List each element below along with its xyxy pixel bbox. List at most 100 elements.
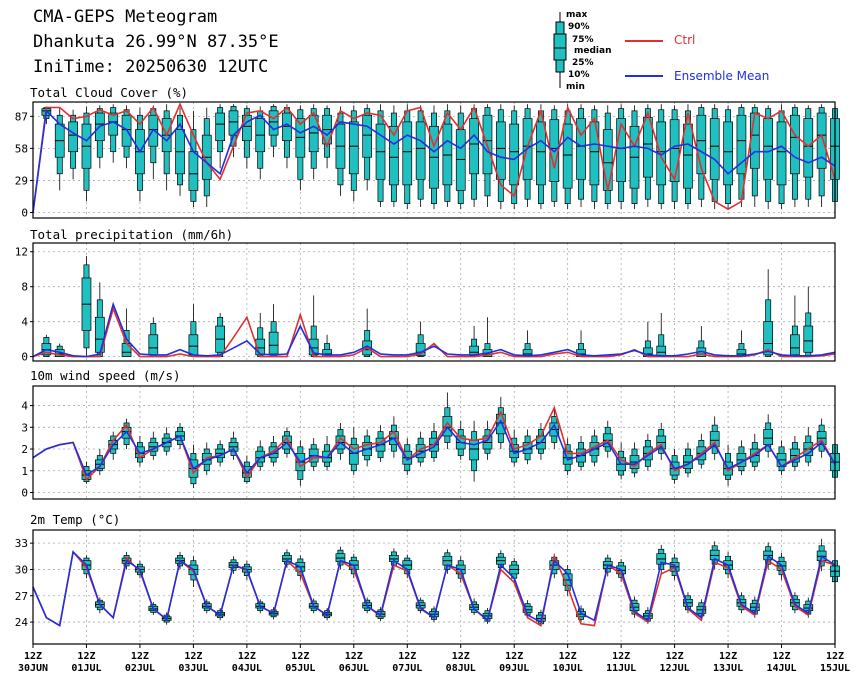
x-tick-hour: 12Z — [398, 651, 416, 662]
x-tick-hour: 12Z — [559, 651, 577, 662]
x-tick-date: 09JUL — [499, 663, 529, 674]
location-label: Dhankuta 26.99°N 87.35°E — [33, 32, 279, 52]
series-ctrl-line — [32, 102, 836, 213]
box-inner — [509, 123, 520, 186]
panel-title-cloud: Total Cloud Cover (%) — [30, 85, 189, 100]
y-tick-label: 24 — [15, 616, 29, 629]
box-inner — [402, 121, 413, 186]
x-tick-date: 07JUL — [392, 663, 422, 674]
x-tick-date: 05JUL — [285, 663, 315, 674]
x-tick-date: 03JUL — [178, 663, 208, 674]
x-tick-hour: 12Z — [77, 651, 95, 662]
box-inner — [776, 121, 787, 186]
y-tick-label: 12 — [15, 246, 28, 259]
box-inner — [242, 114, 252, 142]
legend-ctrl-label: Ctrl — [674, 33, 696, 47]
panel-frame — [32, 385, 836, 500]
box-inner — [348, 444, 359, 465]
x-tick-hour: 12Z — [612, 651, 630, 662]
x-tick-hour: 12Z — [184, 651, 202, 662]
y-tick-label: 30 — [15, 563, 28, 576]
x-tick-date: 08JUL — [446, 663, 476, 674]
x-tick-hour: 12Z — [773, 651, 791, 662]
legend-box-icon — [553, 12, 567, 88]
legend-p90: 90% — [568, 22, 590, 32]
box-inner — [803, 325, 814, 353]
x-tick-hour: 12Z — [666, 651, 684, 662]
box-inner — [389, 125, 399, 186]
box-inner — [362, 114, 373, 158]
box-inner — [709, 431, 720, 448]
x-tick-hour: 12Z — [24, 651, 42, 662]
panel-frame — [32, 529, 836, 645]
meteogram-title: CMA-GEPS Meteogram — [33, 7, 218, 27]
box-inner — [348, 121, 359, 175]
legend-p25: 25% — [572, 58, 594, 68]
x-tick-date: 30JUN — [18, 663, 48, 674]
x-tick-hour: 12Z — [238, 651, 256, 662]
box-inner — [736, 114, 747, 175]
panel-frame — [32, 242, 836, 362]
y-tick-label: 33 — [15, 537, 28, 550]
x-tick-hour: 12Z — [719, 651, 737, 662]
box-inner — [763, 321, 774, 356]
box-inner — [268, 331, 279, 355]
box-inner — [415, 121, 426, 180]
x-tick-date: 15JUL — [820, 663, 850, 674]
box-inner — [188, 151, 199, 191]
legend-p10: 10% — [568, 70, 590, 80]
series-mean-line — [32, 550, 836, 627]
legend-min: min — [566, 82, 585, 92]
box-inner — [683, 123, 693, 189]
legend-mean-label: Ensemble Mean — [674, 69, 770, 83]
y-tick-label: 87 — [15, 110, 28, 123]
box-inner — [816, 112, 827, 169]
box-inner — [148, 334, 159, 356]
box-inner — [455, 129, 466, 191]
x-tick-date: 13JUL — [713, 663, 743, 674]
box-inner — [723, 121, 733, 186]
series-mean-line — [32, 301, 836, 358]
panel-frame — [32, 101, 836, 219]
y-tick-label: 3 — [21, 421, 28, 434]
box-inner — [442, 123, 453, 186]
box-inner — [268, 110, 279, 136]
y-tick-label: 8 — [21, 281, 28, 294]
y-tick-label: 27 — [15, 590, 28, 603]
x-tick-date: 01JUL — [71, 663, 101, 674]
box-inner — [790, 334, 800, 356]
y-tick-label: 0 — [21, 486, 28, 499]
box-inner — [268, 446, 279, 459]
y-tick-label: 2 — [21, 443, 28, 456]
x-tick-hour: 12Z — [505, 651, 523, 662]
panel-title-precip: Total precipitation (mm/6h) — [30, 227, 234, 242]
x-tick-date: 12JUL — [660, 663, 690, 674]
legend-max: max — [566, 10, 588, 20]
x-tick-date: 02JUL — [125, 663, 155, 674]
y-tick-label: 4 — [21, 316, 28, 329]
series-mean-line — [32, 419, 836, 477]
x-tick-date: 06JUL — [339, 663, 369, 674]
box-inner — [576, 118, 586, 180]
x-tick-date: 11JUL — [606, 663, 636, 674]
y-tick-label: 1 — [21, 465, 28, 478]
y-tick-label: 0 — [21, 351, 28, 364]
x-tick-hour: 12Z — [131, 651, 149, 662]
box-inner — [602, 129, 613, 191]
legend-p75: 75% — [572, 35, 594, 45]
x-tick-hour: 12Z — [291, 651, 309, 662]
box-inner — [696, 114, 707, 175]
y-tick-label: 4 — [21, 400, 28, 413]
box-inner — [68, 121, 78, 153]
y-tick-label: 58 — [15, 142, 28, 155]
box-inner — [522, 442, 533, 454]
box-inner — [669, 119, 680, 182]
box-inner — [295, 118, 306, 158]
x-tick-date: 10JUL — [553, 663, 583, 674]
box-inner — [188, 334, 199, 356]
box-inner — [469, 118, 479, 175]
panel-title-wind: 10m wind speed (m/s) — [30, 368, 181, 383]
box-inner — [763, 429, 774, 446]
panel-title-temp: 2m Temp (°C) — [30, 512, 121, 527]
